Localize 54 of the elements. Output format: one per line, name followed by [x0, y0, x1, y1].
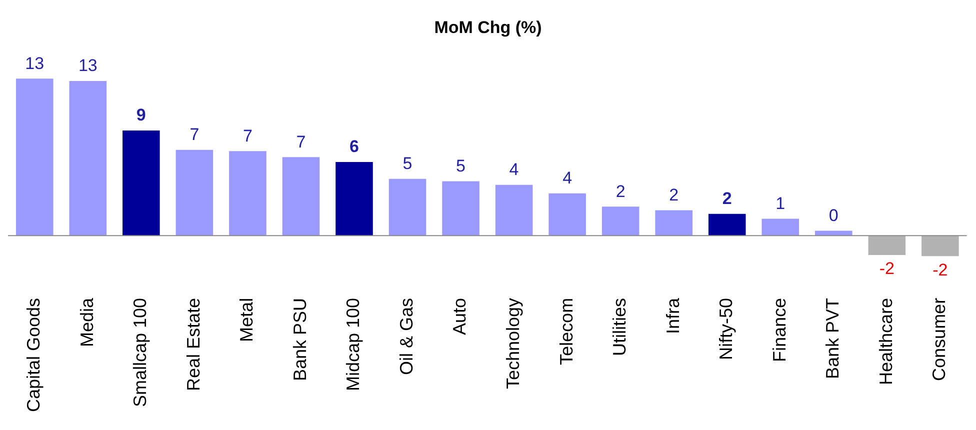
bar: [442, 181, 480, 236]
bar: [122, 130, 160, 236]
x-tick-label: Utilities: [610, 298, 630, 356]
data-label: -2: [932, 260, 948, 280]
data-label: 2: [616, 182, 626, 201]
data-label: 2: [722, 189, 732, 208]
bar: [708, 214, 746, 236]
x-tick-label: Real Estate: [183, 298, 204, 391]
x-tick-label: Infra: [662, 296, 683, 334]
data-label: 13: [25, 54, 44, 73]
data-label: 5: [402, 154, 412, 174]
x-tick-label: Nifty-50: [716, 298, 736, 360]
data-label: 7: [190, 125, 200, 144]
bar: [229, 151, 266, 236]
x-tick-label: Bank PSU: [290, 298, 310, 381]
bar: [336, 162, 373, 236]
bar: [495, 184, 533, 236]
x-tick-label: Midcap 100: [343, 298, 364, 391]
bar: [868, 236, 906, 255]
data-label: 4: [562, 168, 572, 188]
chart-title: MoM Chg (%): [434, 18, 542, 37]
bar: [16, 78, 54, 236]
data-label: 13: [78, 56, 98, 76]
bar: [922, 236, 959, 256]
data-label: 7: [296, 132, 306, 152]
x-tick-label: Consumer: [929, 298, 950, 381]
data-label: -2: [879, 259, 894, 278]
x-tick-label: Finance: [769, 298, 790, 362]
data-label: 6: [350, 137, 359, 156]
x-tick-label: Telecom: [556, 298, 576, 365]
data-label: 5: [456, 156, 466, 176]
data-label: 0: [828, 206, 838, 225]
bar: [69, 81, 107, 236]
bar: [282, 157, 320, 236]
bar: [176, 150, 214, 236]
bar: [655, 210, 692, 236]
x-tick-label: Technology: [503, 298, 524, 390]
x-tick-label: Bank PVT: [822, 298, 843, 379]
data-label: 9: [136, 106, 146, 125]
x-tick-label: Capital Goods: [24, 298, 44, 412]
x-tick-label: Smallcap 100: [130, 298, 150, 408]
x-tick-label: Metal: [236, 298, 257, 342]
x-tick-label: Media: [76, 296, 97, 347]
bar: [762, 218, 800, 236]
x-tick-label: Healthcare: [876, 298, 896, 385]
data-label: 2: [669, 185, 679, 204]
data-label: 4: [509, 160, 519, 180]
data-label: 7: [242, 126, 252, 146]
bar: [548, 193, 586, 236]
bar: [388, 178, 426, 236]
data-label: 1: [776, 194, 786, 213]
x-tick-label: Oil & Gas: [396, 298, 416, 375]
bar: [602, 206, 640, 236]
x-tick-label: Auto: [450, 298, 470, 335]
